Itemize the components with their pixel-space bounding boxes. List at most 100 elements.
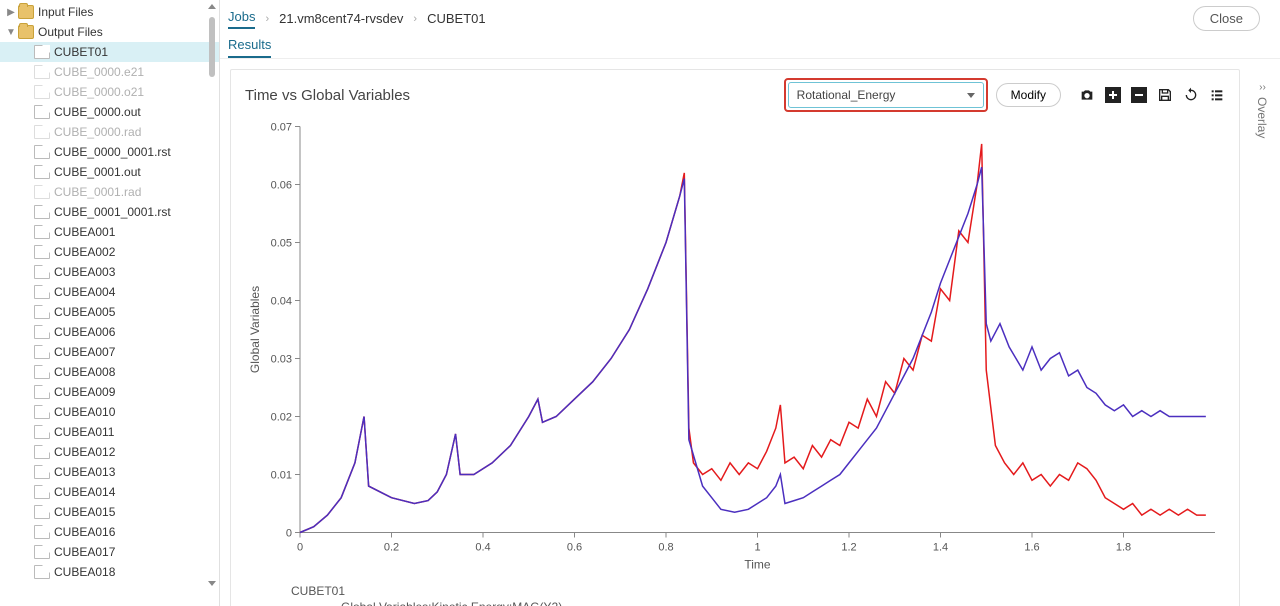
file-row[interactable]: ·CUBEA007	[0, 342, 219, 362]
file-row[interactable]: ·CUBEA012	[0, 442, 219, 462]
file-row[interactable]: ·CUBEA001	[0, 222, 219, 242]
file-icon	[34, 505, 50, 519]
chart-plot-area: 00.010.020.030.040.050.060.0700.20.40.60…	[245, 120, 1225, 574]
breadcrumb-root[interactable]: Jobs	[228, 9, 255, 29]
legend-item[interactable]: Global Variables:Kinetic Energy:MAG(Y2)	[311, 600, 1239, 606]
file-row[interactable]: ·CUBEA003	[0, 262, 219, 282]
chevron-down-icon[interactable]: ▼	[4, 27, 18, 38]
file-row[interactable]: ·CUBEA015	[0, 502, 219, 522]
file-row[interactable]: ·CUBE_0000.o21	[0, 82, 219, 102]
file-icon	[34, 345, 50, 359]
file-row[interactable]: ·CUBEA010	[0, 402, 219, 422]
close-button[interactable]: Close	[1193, 6, 1260, 31]
folder-row[interactable]: ▼Output Files	[0, 22, 219, 42]
file-row[interactable]: ·CUBEA014	[0, 482, 219, 502]
file-row[interactable]: ·CUBEA009	[0, 382, 219, 402]
variable-dropdown-highlight: Rotational_Energy	[784, 78, 988, 112]
file-icon	[34, 165, 50, 179]
file-tree-sidebar: ▶Input Files▼Output Files·CUBET01·CUBE_0…	[0, 0, 220, 606]
file-icon	[34, 445, 50, 459]
folder-icon	[18, 5, 34, 19]
file-row[interactable]: ·CUBE_0000_0001.rst	[0, 142, 219, 162]
svg-text:0.4: 0.4	[475, 542, 490, 554]
file-icon	[34, 65, 50, 79]
file-row[interactable]: ·CUBE_0001_0001.rst	[0, 202, 219, 222]
breadcrumb-mid[interactable]: 21.vm8cent74-rvsdev	[279, 11, 403, 26]
svg-text:0: 0	[297, 542, 303, 554]
list-icon[interactable]	[1209, 87, 1225, 103]
file-icon	[34, 545, 50, 559]
svg-text:0.07: 0.07	[271, 122, 292, 134]
file-icon	[34, 485, 50, 499]
file-icon	[34, 465, 50, 479]
file-icon	[34, 525, 50, 539]
file-icon	[34, 385, 50, 399]
file-row[interactable]: ·CUBEA011	[0, 422, 219, 442]
svg-text:Time: Time	[744, 558, 771, 572]
file-row[interactable]: ·CUBEA008	[0, 362, 219, 382]
save-icon[interactable]	[1157, 87, 1173, 103]
variable-dropdown[interactable]: Rotational_Energy	[788, 82, 984, 108]
plus-icon[interactable]	[1105, 87, 1121, 103]
breadcrumb: Jobs › 21.vm8cent74-rvsdev › CUBET01	[228, 9, 486, 29]
svg-text:0.2: 0.2	[384, 542, 399, 554]
chevron-right-icon[interactable]: ▶	[4, 7, 18, 18]
file-icon	[34, 305, 50, 319]
file-row[interactable]: ·CUBEA005	[0, 302, 219, 322]
file-icon	[34, 225, 50, 239]
file-tree[interactable]: ▶Input Files▼Output Files·CUBET01·CUBE_0…	[0, 0, 219, 606]
file-row[interactable]: ·CUBEA016	[0, 522, 219, 542]
tab-results[interactable]: Results	[228, 37, 271, 58]
file-row[interactable]: ·CUBE_0000.out	[0, 102, 219, 122]
breadcrumb-leaf[interactable]: CUBET01	[427, 11, 486, 26]
reset-icon[interactable]	[1183, 87, 1199, 103]
file-icon	[34, 105, 50, 119]
chevron-down-icon	[967, 93, 975, 98]
svg-text:0.03: 0.03	[271, 354, 292, 366]
camera-icon[interactable]	[1079, 87, 1095, 103]
file-row[interactable]: ·CUBE_0000.rad	[0, 122, 219, 142]
svg-text:0: 0	[286, 528, 292, 540]
file-icon	[34, 45, 50, 59]
chart-toolbar	[1079, 87, 1225, 103]
svg-text:1.4: 1.4	[933, 542, 948, 554]
legend-title: CUBET01	[291, 584, 1239, 598]
file-icon	[34, 185, 50, 199]
file-row[interactable]: ·CUBEA018	[0, 562, 219, 582]
file-icon	[34, 85, 50, 99]
file-icon	[34, 405, 50, 419]
svg-text:1.8: 1.8	[1116, 542, 1131, 554]
folder-row[interactable]: ▶Input Files	[0, 2, 219, 22]
minus-icon[interactable]	[1131, 87, 1147, 103]
svg-text:0.05: 0.05	[271, 238, 292, 250]
svg-text:0.04: 0.04	[271, 296, 292, 308]
svg-text:1: 1	[754, 542, 760, 554]
file-row[interactable]: ·CUBE_0001.out	[0, 162, 219, 182]
file-row[interactable]: ·CUBE_0001.rad	[0, 182, 219, 202]
file-icon	[34, 125, 50, 139]
chart-title: Time vs Global Variables	[245, 87, 776, 104]
svg-text:0.8: 0.8	[658, 542, 673, 554]
file-icon	[34, 265, 50, 279]
overlay-toggle[interactable]: ‹‹ Overlay	[1255, 84, 1269, 138]
file-icon	[34, 325, 50, 339]
file-row[interactable]: ·CUBEA004	[0, 282, 219, 302]
results-panel: ‹‹ Overlay Time vs Global Variables Rota…	[230, 69, 1240, 606]
chart-legend: CUBET01 Global Variables:Kinetic Energy:…	[231, 584, 1239, 606]
file-row[interactable]: ·CUBEA002	[0, 242, 219, 262]
file-row[interactable]: ·CUBET01	[0, 42, 219, 62]
svg-text:0.01: 0.01	[271, 470, 292, 482]
file-row[interactable]: ·CUBEA006	[0, 322, 219, 342]
tree-scrollbar[interactable]	[207, 4, 217, 602]
file-row[interactable]: ·CUBEA017	[0, 542, 219, 562]
file-icon	[34, 285, 50, 299]
file-icon	[34, 565, 50, 579]
folder-icon	[18, 25, 34, 39]
file-row[interactable]: ·CUBEA013	[0, 462, 219, 482]
modify-button[interactable]: Modify	[996, 83, 1061, 107]
chart-svg: 00.010.020.030.040.050.060.0700.20.40.60…	[245, 120, 1225, 574]
svg-text:1.2: 1.2	[841, 542, 856, 554]
svg-text:0.06: 0.06	[271, 180, 292, 192]
file-row[interactable]: ·CUBE_0000.e21	[0, 62, 219, 82]
svg-text:0.6: 0.6	[567, 542, 582, 554]
